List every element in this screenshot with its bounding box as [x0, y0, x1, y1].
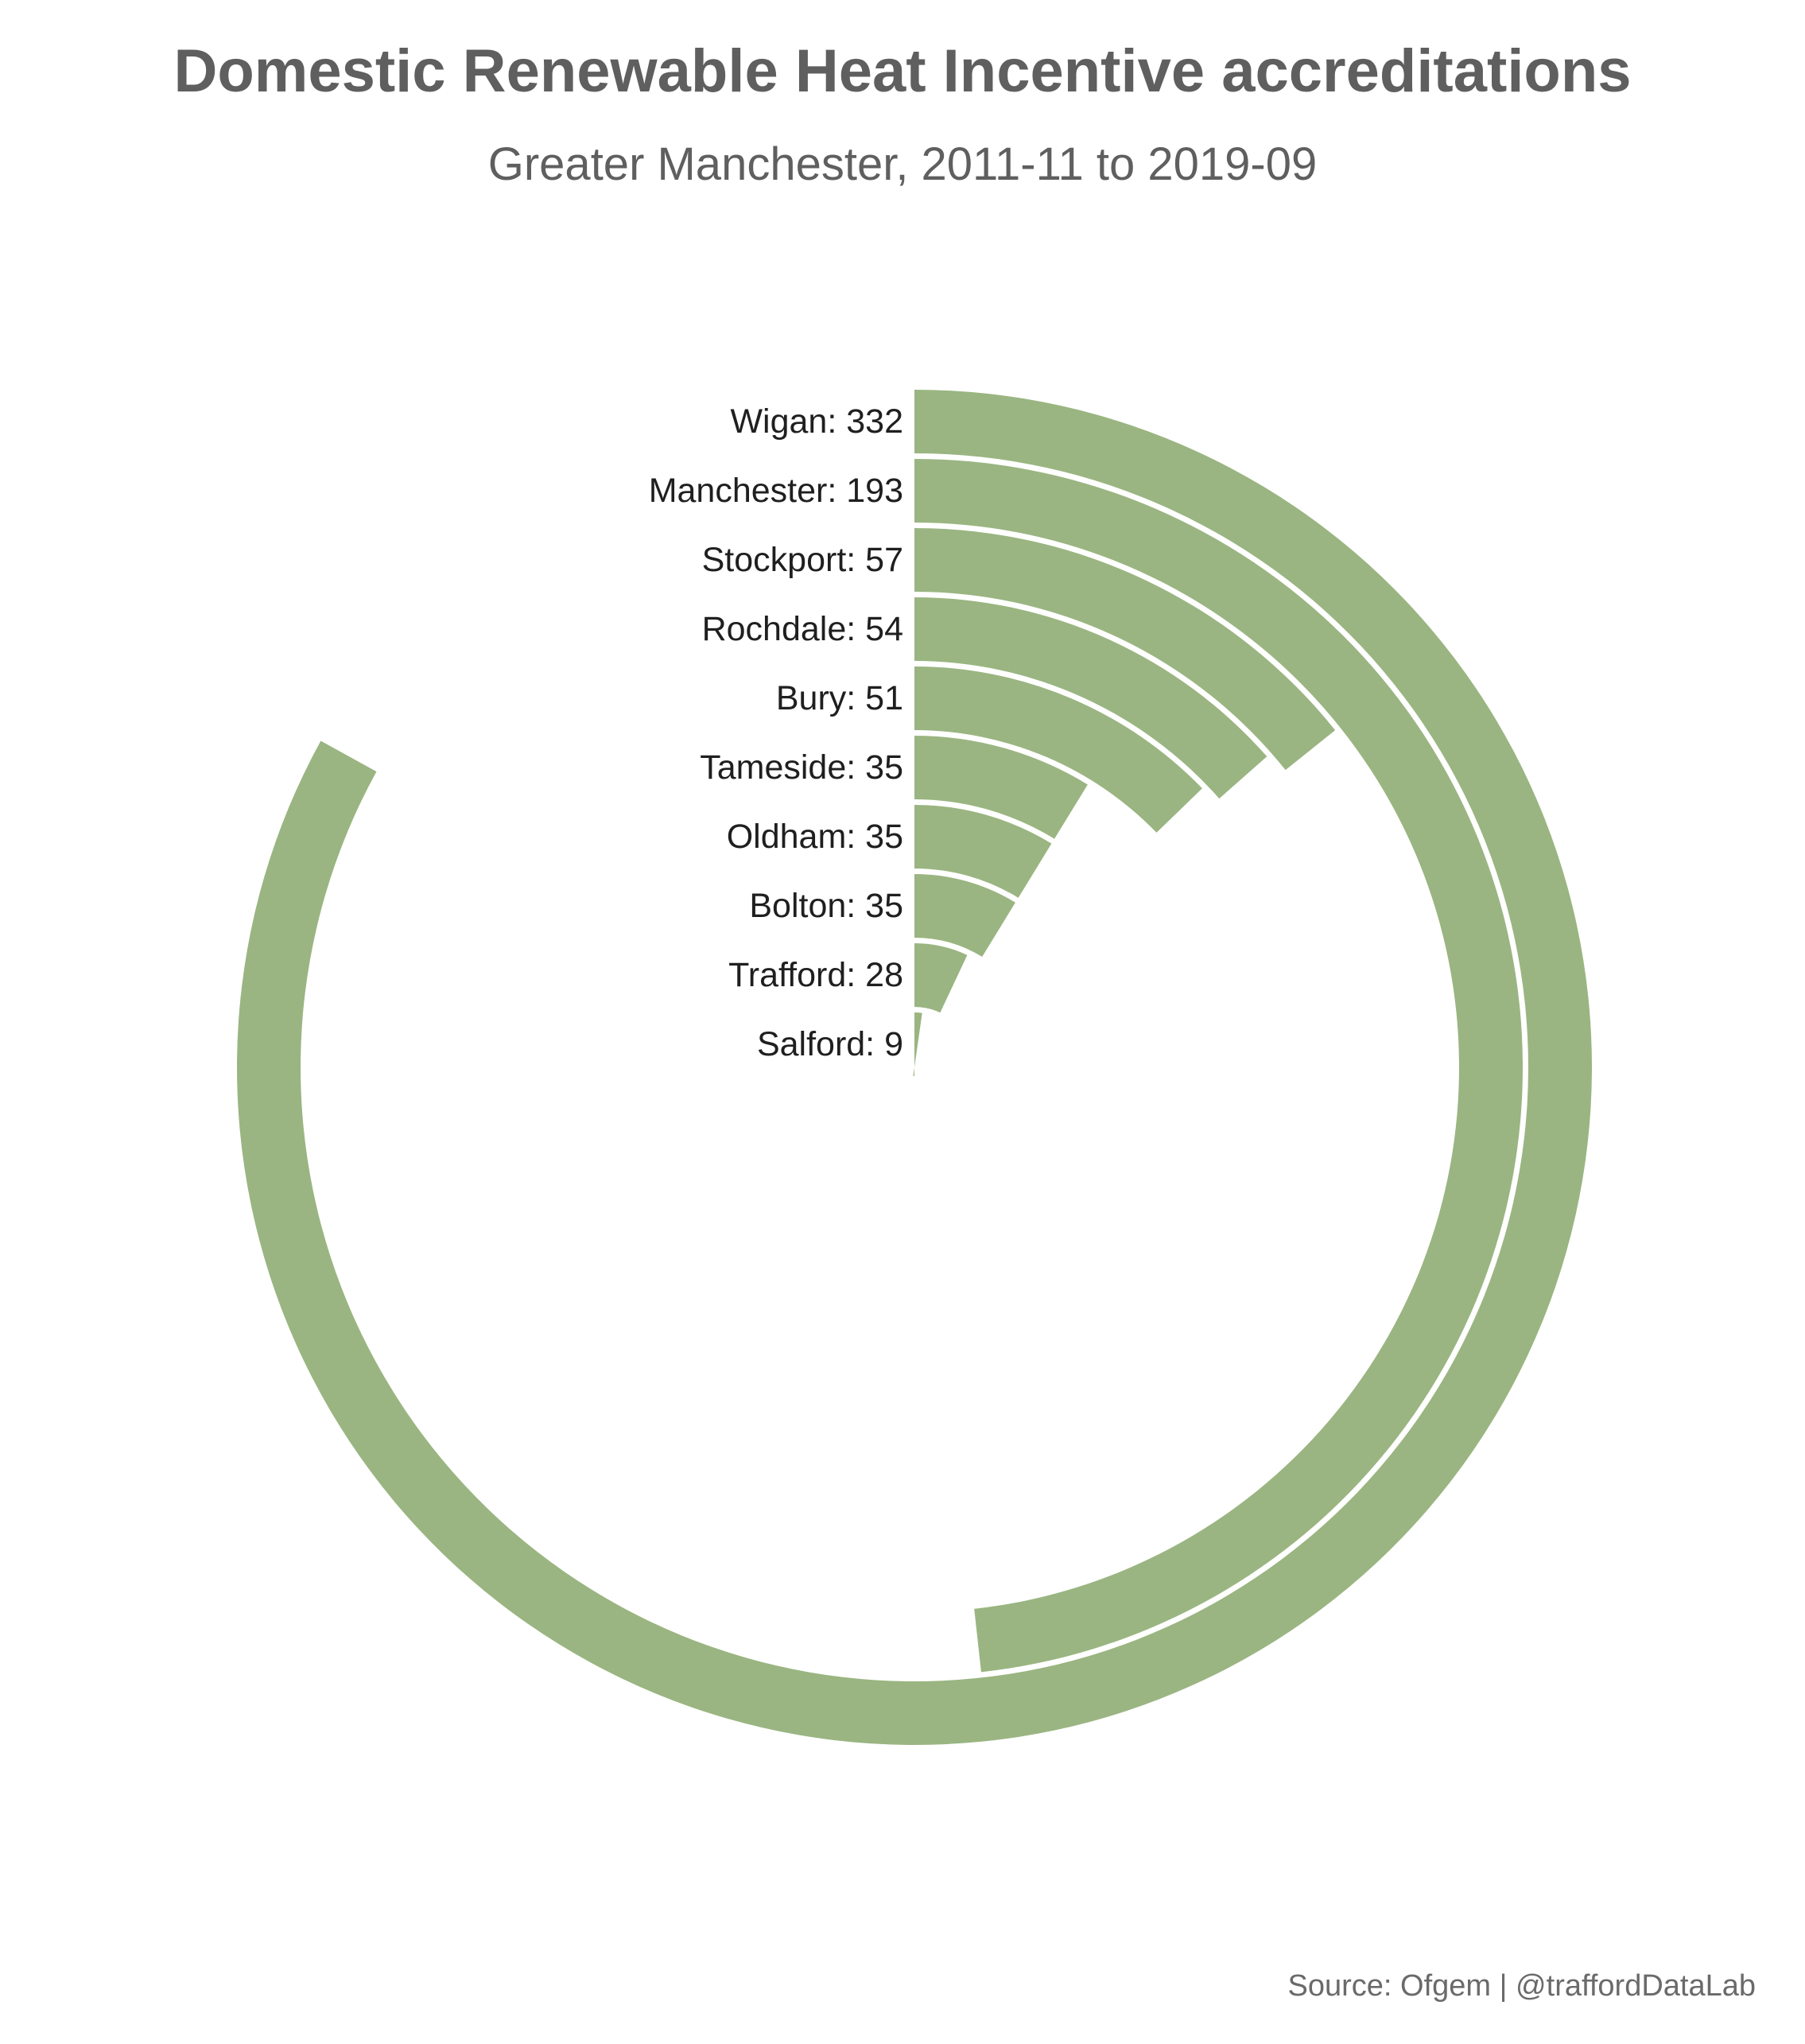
bars-layer — [237, 390, 1592, 1745]
bar-label-oldham: Oldham: 35 — [727, 818, 903, 856]
bar-label-bury: Bury: 51 — [776, 679, 903, 717]
bar-label-trafford: Trafford: 28 — [728, 956, 903, 994]
bar-oldham — [914, 805, 1052, 898]
bar-label-rochdale: Rochdale: 54 — [702, 610, 903, 648]
bar-tameside — [914, 736, 1088, 839]
chart-title: Domestic Renewable Heat Incentive accred… — [173, 37, 1632, 105]
bar-trafford — [914, 942, 968, 1013]
chart-subtitle: Greater Manchester, 2011-11 to 2019-09 — [487, 138, 1318, 190]
bar-label-manchester: Manchester: 193 — [649, 472, 903, 510]
bar-bolton — [914, 874, 1015, 958]
bar-label-tameside: Tameside: 35 — [700, 748, 903, 787]
bar-salford — [913, 1012, 922, 1076]
labels-layer: Wigan: 332 Manchester: 193 Stockport: 57 Ro… — [649, 402, 903, 1063]
bar-stockport — [914, 528, 1336, 771]
chart-caption: Source: Ofgem | @traffordDataLab — [1287, 1969, 1756, 2003]
bar-label-salford: Salford: 9 — [757, 1025, 903, 1063]
bar-rochdale — [914, 597, 1267, 799]
bar-bury — [914, 666, 1202, 833]
bar-manchester — [914, 459, 1524, 1673]
bar-label-stockport: Stockport: 57 — [702, 541, 903, 579]
bar-label-wigan: Wigan: 332 — [730, 402, 903, 441]
bar-label-bolton: Bolton: 35 — [749, 887, 903, 925]
